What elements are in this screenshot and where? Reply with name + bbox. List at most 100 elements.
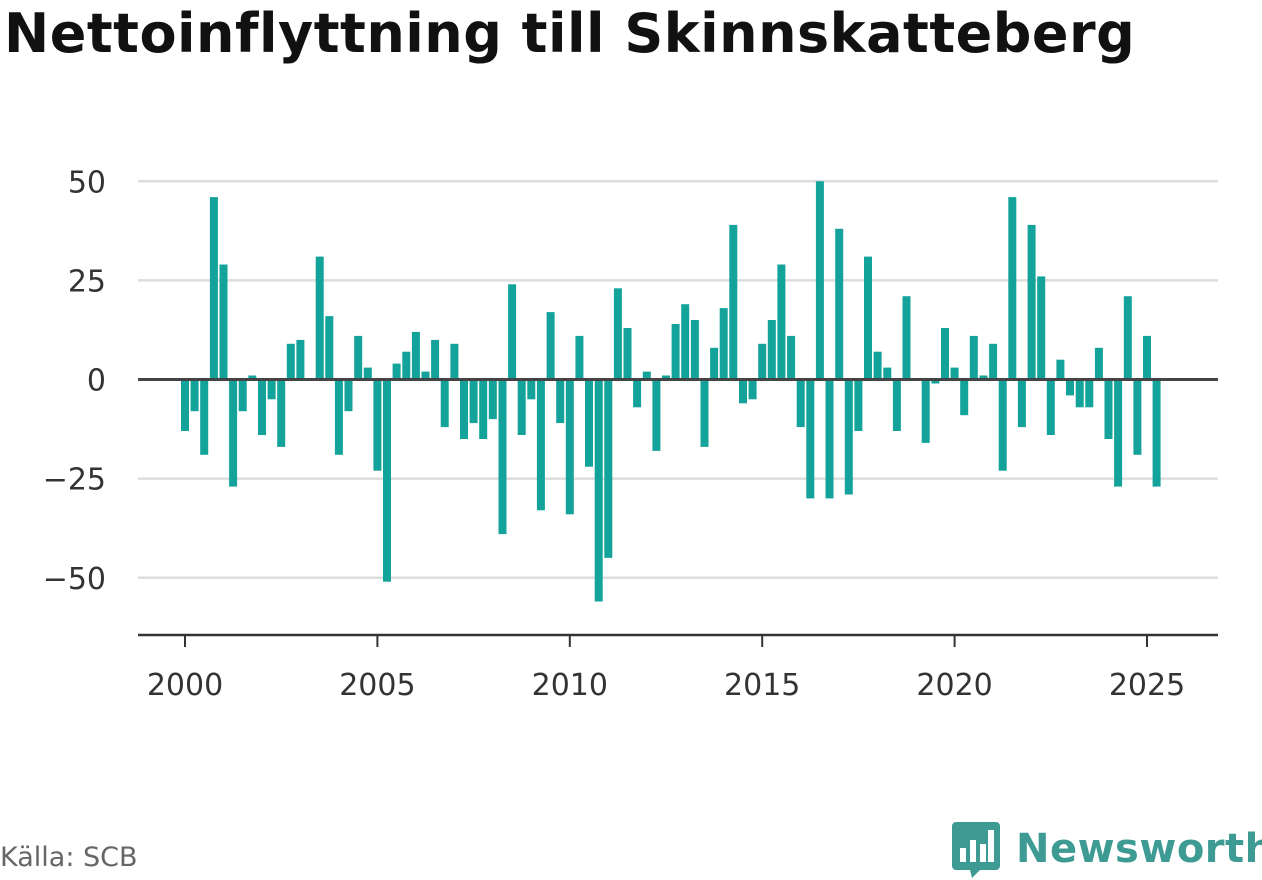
- bar: [998, 379, 1007, 471]
- chart-title: Nettoinflyttning till Skinnskatteberg: [4, 2, 1136, 65]
- y-tick-label: 0: [87, 364, 106, 399]
- y-tick-label: 25: [68, 264, 106, 299]
- bar: [1123, 296, 1132, 380]
- bar: [642, 371, 651, 380]
- bar: [1046, 379, 1055, 435]
- bar: [1066, 379, 1074, 396]
- bar: [527, 379, 536, 400]
- y-tick-label: 50: [68, 165, 106, 200]
- bar: [277, 379, 286, 447]
- bar: [508, 284, 517, 380]
- bar: [844, 379, 853, 495]
- bar: [623, 328, 632, 380]
- bar: [806, 379, 815, 499]
- bar: [710, 347, 719, 380]
- bar: [1056, 359, 1065, 380]
- bar: [469, 379, 478, 424]
- bar: [825, 379, 834, 499]
- bar: [690, 320, 699, 380]
- bar: [652, 379, 661, 451]
- bar: [969, 335, 978, 380]
- bar: [729, 224, 738, 380]
- bar: [854, 379, 863, 431]
- bar: [613, 288, 622, 380]
- axes: [138, 378, 1218, 647]
- bar: [681, 304, 690, 380]
- bar: [229, 379, 238, 487]
- bar: [258, 379, 266, 435]
- bar: [1027, 224, 1036, 380]
- bar: [315, 256, 324, 380]
- bar: [373, 379, 382, 471]
- bar: [758, 343, 767, 380]
- newsworthy-logo-icon: [952, 822, 1000, 878]
- bar: [748, 379, 757, 400]
- bar: [402, 351, 411, 380]
- bar: [796, 379, 805, 428]
- bar: [517, 379, 526, 435]
- y-tick-label: −50: [43, 562, 106, 597]
- bar: [334, 379, 343, 455]
- bar: [1094, 347, 1103, 380]
- x-tick-label: 2005: [339, 668, 415, 703]
- bar: [556, 379, 565, 424]
- bar: [700, 379, 709, 447]
- bar: [989, 343, 998, 380]
- bar: [392, 363, 401, 380]
- x-tick-label: 2015: [724, 668, 800, 703]
- bar: [344, 379, 353, 412]
- bar: [950, 367, 959, 380]
- bar: [585, 379, 593, 467]
- x-tick-label: 2025: [1109, 668, 1185, 703]
- bar: [363, 367, 372, 380]
- bars: [181, 181, 1161, 602]
- newsworthy-brand[interactable]: Newsworthy: [950, 818, 1262, 880]
- bar: [190, 379, 199, 412]
- bar: [960, 379, 969, 416]
- bar: [892, 379, 901, 431]
- bar: [200, 379, 209, 455]
- bar: [1037, 276, 1046, 380]
- bar: [941, 328, 949, 380]
- bar: [431, 339, 440, 380]
- bar: [1143, 335, 1151, 380]
- y-tick-labels: −50 −25 0 25 50: [43, 165, 106, 597]
- brand-name: Newsworthy: [1016, 826, 1262, 872]
- bar: [498, 379, 507, 535]
- bar: [979, 375, 988, 380]
- bar: [238, 379, 247, 412]
- bar: [267, 379, 276, 400]
- bar: [1008, 197, 1017, 380]
- bar: [815, 181, 824, 380]
- x-tick-labels: 2000 2005 2010 2015 2020 2025: [147, 668, 1185, 703]
- bar: [921, 379, 930, 443]
- bar: [1017, 379, 1026, 428]
- bar: [787, 335, 796, 380]
- bar: [662, 375, 670, 380]
- bar: [1075, 379, 1084, 408]
- bar: [565, 379, 574, 515]
- bar: [1085, 379, 1094, 408]
- x-tick-label: 2000: [147, 668, 223, 703]
- bar: [719, 308, 728, 380]
- bar: [296, 339, 305, 380]
- bar: [777, 264, 786, 380]
- bar: [594, 379, 603, 602]
- y-tick-label: −25: [43, 463, 106, 498]
- bar: [460, 379, 468, 439]
- bar: [209, 197, 218, 380]
- bar: [536, 379, 545, 511]
- bar-chart: −50 −25 0 25 50 2000 2005 2010 2015 2020 2025: [43, 165, 1218, 703]
- bar: [383, 379, 391, 582]
- bar: [873, 351, 882, 380]
- bar: [546, 312, 555, 380]
- bar: [219, 264, 228, 380]
- bar: [248, 375, 257, 380]
- bar: [767, 320, 776, 380]
- x-tick-label: 2010: [532, 668, 608, 703]
- bar: [181, 379, 189, 431]
- bar: [488, 379, 497, 420]
- source-note: Källa: SCB: [0, 842, 138, 873]
- bar: [604, 379, 613, 558]
- bar: [411, 331, 420, 380]
